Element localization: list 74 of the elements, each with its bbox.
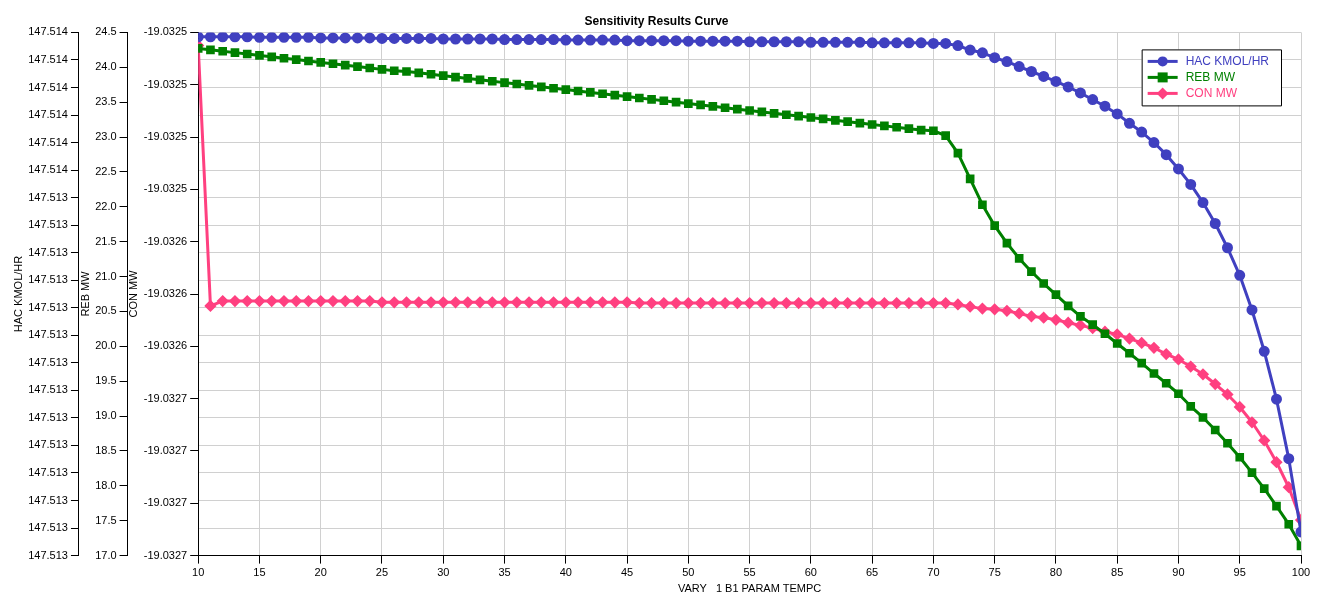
y2-tick-label: 20.0 (95, 339, 117, 352)
y-tick-label: 147.513 (28, 300, 68, 313)
y3-tick-label: -19.0327 (143, 496, 188, 509)
y3-tick-label: -19.0325 (143, 77, 188, 90)
y3-tick-label: -19.0325 (143, 182, 188, 195)
x-axis-title: VARY 1 B1 PARAM TEMPC (677, 582, 822, 595)
y2-tick-label: 20.5 (95, 304, 117, 317)
x-tick-label: 70 (927, 566, 940, 579)
y-tick-label: 147.514 (28, 163, 68, 176)
y2-tick-label: 18.0 (95, 478, 117, 491)
x-tick-label: 40 (559, 566, 572, 579)
y-tick-label: 147.514 (28, 80, 68, 93)
y3-tick-label: -19.0326 (143, 287, 188, 300)
x-tick-label: 30 (437, 566, 450, 579)
y-tick-label: 147.513 (28, 493, 68, 506)
y-tick-label: 147.513 (28, 190, 68, 203)
x-tick-label: 50 (682, 566, 695, 579)
x-tick-label: 85 (1111, 566, 1124, 579)
y3-tick-label: -19.0325 (143, 25, 188, 38)
y-tick-label: 147.513 (28, 438, 68, 451)
legend-label: CON MW (1185, 85, 1238, 100)
x-tick-label: 95 (1233, 566, 1246, 579)
y3-tick-label: -19.0326 (143, 234, 188, 247)
y-tick-label: 147.513 (28, 218, 68, 231)
y-tick-label: 147.513 (28, 548, 68, 561)
y3-tick-label: -19.0327 (143, 548, 188, 561)
y3-tick-label: -19.0326 (143, 339, 188, 352)
y-tick-label: 147.514 (28, 25, 68, 38)
y2-tick-label: 22.5 (95, 164, 117, 177)
y2-tick-label: 21.0 (95, 269, 117, 282)
x-tick-label: 20 (314, 566, 327, 579)
y-tick-label: 147.513 (28, 273, 68, 286)
x-tick-label: 75 (988, 566, 1001, 579)
legend-label: REB MW (1185, 69, 1236, 84)
y2-tick-label: 17.0 (95, 548, 117, 561)
y-tick-label: 147.513 (28, 410, 68, 423)
y3-tick-label: -19.0325 (143, 130, 188, 143)
y-tick-label: 147.514 (28, 135, 68, 148)
y-axis-title: HAC KMOL/HR (11, 255, 24, 333)
y2-tick-label: 21.5 (95, 234, 117, 247)
y-tick-label: 147.513 (28, 245, 68, 258)
y2-tick-label: 23.5 (95, 95, 117, 108)
x-tick-label: 15 (253, 566, 266, 579)
x-tick-label: 100 (1291, 566, 1311, 579)
x-tick-label: 45 (620, 566, 634, 579)
x-tick-label: 55 (743, 566, 756, 579)
legend-label: HAC KMOL/HR (1185, 53, 1270, 68)
x-tick-label: 10 (192, 566, 205, 579)
y-tick-label: 147.514 (28, 52, 68, 65)
x-tick-label: 25 (375, 566, 389, 579)
y3-tick-label: -19.0327 (143, 391, 188, 404)
y2-axis-title: REB MW (78, 270, 91, 317)
y2-tick-label: 19.0 (95, 409, 117, 422)
x-tick-label: 35 (498, 566, 511, 579)
y2-tick-label: 18.5 (95, 443, 117, 456)
x-tick-label: 60 (804, 566, 817, 579)
y-tick-label: 147.513 (28, 466, 68, 479)
y2-tick-label: 19.5 (95, 374, 117, 387)
y2-tick-label: 24.5 (95, 25, 117, 38)
y-tick-label: 147.513 (28, 383, 68, 396)
y3-axis-title: CON MW (127, 269, 140, 318)
y3-tick-label: -19.0327 (143, 443, 188, 456)
y2-tick-label: 22.0 (95, 199, 117, 212)
y-tick-label: 147.513 (28, 521, 68, 534)
y2-tick-label: 17.5 (95, 513, 117, 526)
y2-tick-label: 24.0 (95, 60, 117, 73)
x-tick-label: 80 (1049, 566, 1063, 579)
y-tick-label: 147.513 (28, 355, 68, 368)
x-tick-label: 65 (866, 566, 879, 579)
x-tick-label: 90 (1172, 566, 1185, 579)
y-tick-label: 147.514 (28, 108, 68, 121)
y2-tick-label: 23.0 (95, 130, 117, 143)
y-tick-label: 147.513 (28, 328, 68, 341)
chart-title: Sensitivity Results Curve (584, 13, 729, 28)
